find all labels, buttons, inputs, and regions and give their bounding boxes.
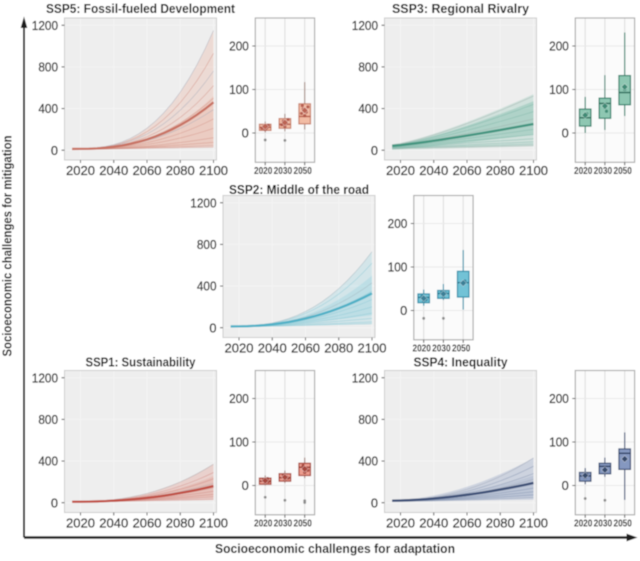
svg-text:100: 100 bbox=[388, 260, 408, 275]
svg-text:2060: 2060 bbox=[453, 163, 482, 178]
svg-text:800: 800 bbox=[38, 412, 58, 427]
svg-text:1200: 1200 bbox=[32, 370, 58, 385]
svg-text:2020: 2020 bbox=[66, 163, 95, 178]
svg-text:2080: 2080 bbox=[324, 341, 353, 356]
svg-text:2040: 2040 bbox=[99, 163, 128, 178]
svg-text:0: 0 bbox=[562, 126, 569, 141]
svg-text:2020: 2020 bbox=[386, 163, 415, 178]
svg-text:2080: 2080 bbox=[166, 163, 195, 178]
svg-text:1200: 1200 bbox=[190, 195, 216, 210]
svg-text:200: 200 bbox=[229, 391, 249, 406]
svg-text:SSP2: Middle of the road: SSP2: Middle of the road bbox=[229, 182, 369, 197]
svg-text:2080: 2080 bbox=[486, 163, 515, 178]
svg-text:100: 100 bbox=[229, 435, 249, 450]
svg-text:2030: 2030 bbox=[274, 519, 293, 530]
svg-text:100: 100 bbox=[549, 82, 569, 97]
svg-text:2050: 2050 bbox=[452, 344, 471, 355]
svg-text:SSP4: Inequality: SSP4: Inequality bbox=[414, 355, 509, 370]
svg-text:2100: 2100 bbox=[199, 163, 228, 178]
svg-text:800: 800 bbox=[358, 412, 378, 427]
svg-text:400: 400 bbox=[197, 279, 217, 294]
svg-text:2060: 2060 bbox=[291, 341, 320, 356]
svg-text:2050: 2050 bbox=[293, 519, 312, 530]
svg-text:0: 0 bbox=[51, 143, 58, 158]
svg-text:Socioeconomic challenges for m: Socioeconomic challenges for mitigation bbox=[0, 135, 15, 356]
svg-text:2020: 2020 bbox=[574, 519, 593, 530]
svg-text:0: 0 bbox=[371, 143, 378, 158]
svg-text:2020: 2020 bbox=[386, 516, 415, 531]
svg-text:1200: 1200 bbox=[32, 18, 58, 33]
svg-text:2020: 2020 bbox=[225, 341, 254, 356]
svg-text:100: 100 bbox=[549, 435, 569, 450]
svg-text:400: 400 bbox=[358, 101, 378, 116]
svg-text:2040: 2040 bbox=[419, 163, 448, 178]
svg-text:2060: 2060 bbox=[133, 163, 162, 178]
svg-text:800: 800 bbox=[358, 60, 378, 75]
svg-text:2040: 2040 bbox=[99, 516, 128, 531]
svg-text:1200: 1200 bbox=[352, 18, 378, 33]
svg-text:200: 200 bbox=[388, 216, 408, 231]
svg-text:1200: 1200 bbox=[352, 370, 378, 385]
svg-text:200: 200 bbox=[549, 39, 569, 54]
svg-text:2080: 2080 bbox=[166, 516, 195, 531]
svg-text:200: 200 bbox=[549, 391, 569, 406]
svg-text:0: 0 bbox=[371, 495, 378, 510]
svg-text:0: 0 bbox=[242, 478, 249, 493]
svg-text:2030: 2030 bbox=[594, 166, 613, 177]
svg-text:2060: 2060 bbox=[453, 516, 482, 531]
svg-text:2040: 2040 bbox=[419, 516, 448, 531]
svg-text:2030: 2030 bbox=[274, 166, 293, 177]
svg-text:2020: 2020 bbox=[254, 166, 273, 177]
svg-text:2020: 2020 bbox=[254, 519, 273, 530]
svg-text:2020: 2020 bbox=[574, 166, 593, 177]
svg-text:0: 0 bbox=[242, 126, 249, 141]
svg-text:400: 400 bbox=[38, 101, 58, 116]
svg-text:SSP3: Regional Rivalry: SSP3: Regional Rivalry bbox=[392, 1, 530, 16]
svg-text:200: 200 bbox=[229, 39, 249, 54]
svg-text:2080: 2080 bbox=[486, 516, 515, 531]
svg-text:0: 0 bbox=[400, 303, 407, 318]
svg-text:2050: 2050 bbox=[613, 519, 632, 530]
svg-text:2100: 2100 bbox=[519, 516, 548, 531]
svg-text:2060: 2060 bbox=[133, 516, 162, 531]
svg-text:2100: 2100 bbox=[199, 516, 228, 531]
svg-text:2100: 2100 bbox=[519, 163, 548, 178]
svg-text:Socioeconomic challenges for a: Socioeconomic challenges for adaptation bbox=[215, 541, 455, 556]
svg-text:0: 0 bbox=[209, 320, 216, 335]
svg-text:2020: 2020 bbox=[412, 344, 431, 355]
svg-text:400: 400 bbox=[358, 454, 378, 469]
svg-text:400: 400 bbox=[38, 454, 58, 469]
svg-text:2030: 2030 bbox=[594, 519, 613, 530]
svg-text:2020: 2020 bbox=[66, 516, 95, 531]
svg-text:2040: 2040 bbox=[258, 341, 287, 356]
svg-text:2050: 2050 bbox=[613, 166, 632, 177]
svg-text:100: 100 bbox=[229, 82, 249, 97]
svg-text:SSP1: Sustainability: SSP1: Sustainability bbox=[86, 355, 197, 370]
svg-text:SSP5: Fossil-fueled Developmen: SSP5: Fossil-fueled Development bbox=[46, 1, 236, 16]
svg-text:2050: 2050 bbox=[293, 166, 312, 177]
svg-text:2030: 2030 bbox=[432, 344, 451, 355]
svg-text:800: 800 bbox=[197, 237, 217, 252]
svg-text:0: 0 bbox=[51, 495, 58, 510]
svg-text:0: 0 bbox=[562, 478, 569, 493]
svg-text:2100: 2100 bbox=[358, 341, 387, 356]
svg-text:800: 800 bbox=[38, 60, 58, 75]
